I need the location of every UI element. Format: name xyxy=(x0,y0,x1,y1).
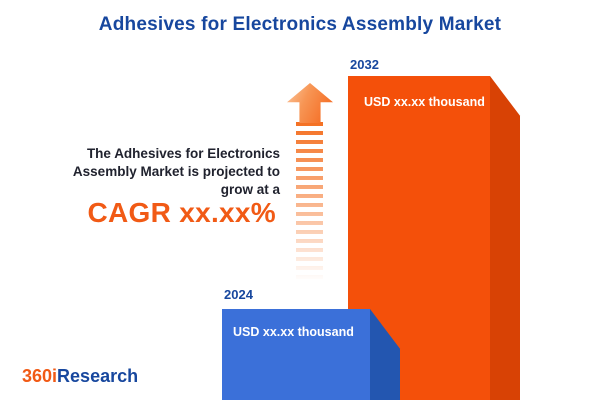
description-line-2: Assembly Market is projected to xyxy=(72,164,280,179)
description-line-3: grow at a xyxy=(220,182,280,197)
description-text: The Adhesives for Electronics Assembly M… xyxy=(40,145,280,199)
brand-logo-suffix: Research xyxy=(57,366,139,386)
description-line-1: The Adhesives for Electronics xyxy=(86,146,280,161)
bar-2032-side-face xyxy=(490,76,520,400)
growth-arrow-icon xyxy=(287,83,333,123)
bar-2032-value-label: USD xx.xx thousand xyxy=(364,95,485,109)
bar-2024-value-label: USD xx.xx thousand xyxy=(233,325,354,339)
cagr-value: CAGR xx.xx% xyxy=(87,197,276,228)
brand-logo-prefix: 360i xyxy=(22,366,58,386)
bar-2024 xyxy=(222,309,370,400)
bar-2032-year-label: 2032 xyxy=(350,57,379,72)
chart-title: Adhesives for Electronics Assembly Marke… xyxy=(98,14,502,35)
brand-logo: 360iResearch xyxy=(22,366,138,387)
growth-arrow-fade xyxy=(294,122,325,290)
bar-2024-year-label: 2024 xyxy=(224,287,253,302)
